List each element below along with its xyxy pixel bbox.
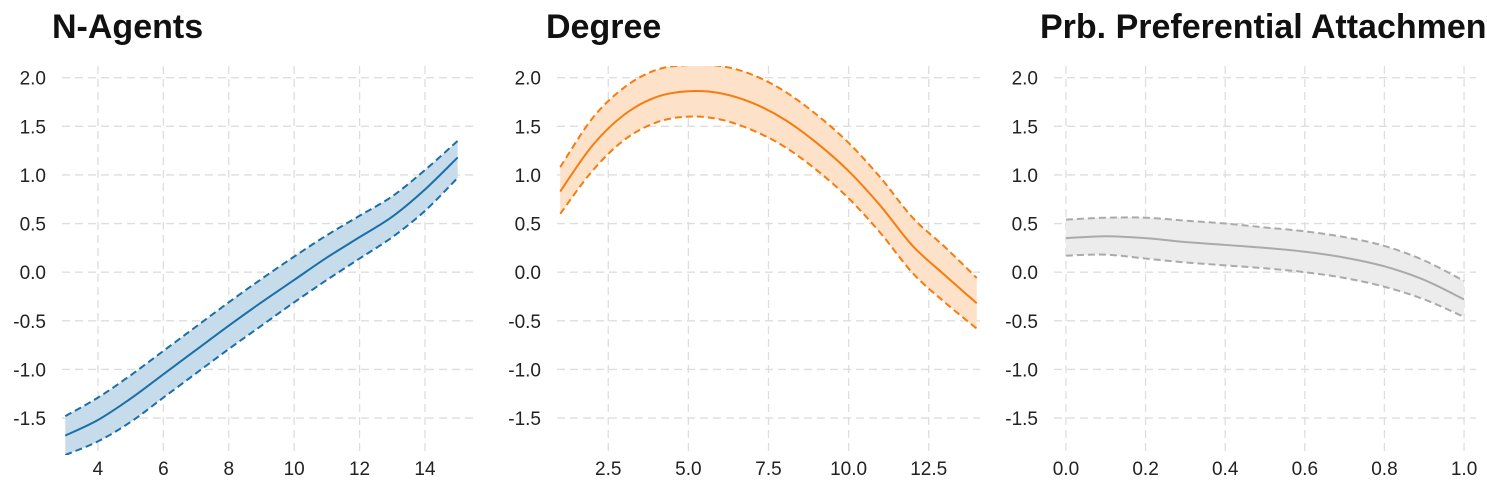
- lower-bound-line: [1065, 253, 1465, 318]
- y-tick-label: -0.5: [1005, 312, 1038, 333]
- x-tick-label: 14: [414, 459, 436, 480]
- y-tick-label: -1.0: [13, 360, 46, 381]
- mean-line: [1065, 235, 1465, 301]
- mean-line: [64, 156, 459, 437]
- panel-2: Degree 2.0 1.5 1.0 0.5 0.0 -0.5 -1.0 -1.5 2.5 5.0 7…: [508, 8, 980, 480]
- confidence-band: [1065, 217, 1465, 317]
- y-tick-label: -0.5: [508, 312, 541, 333]
- lower-bound-line: [559, 115, 978, 330]
- y-tick-label: -1.5: [508, 409, 541, 430]
- x-tick-label: 2.5: [595, 459, 621, 480]
- x-tick-label: 10: [284, 459, 305, 480]
- plot-area: [1065, 216, 1465, 318]
- x-tick-label: 4: [93, 459, 104, 480]
- y-tick-label: 1.5: [1012, 117, 1038, 138]
- upper-bound-line: [1065, 216, 1465, 282]
- y-tick-label: -1.0: [508, 360, 541, 381]
- y-tick-label: 1.5: [515, 117, 541, 138]
- y-tick-label: 2.0: [1012, 69, 1038, 90]
- y-tick-label: 1.0: [20, 166, 46, 187]
- x-tick-label: 0.6: [1292, 459, 1318, 480]
- y-tick-label: -1.5: [13, 409, 46, 430]
- y-tick-label: 2.0: [20, 69, 46, 90]
- x-tick-label: 0.0: [1053, 459, 1079, 480]
- x-tick-label: 10.0: [830, 459, 867, 480]
- x-tick-label: 0.2: [1132, 459, 1158, 480]
- x-tick-label: 12.5: [910, 459, 947, 480]
- y-tick-label: 1.0: [515, 166, 541, 187]
- y-tick-label: 0.5: [1012, 215, 1038, 236]
- y-tick-label: 2.0: [515, 69, 541, 90]
- plot-area: [64, 140, 459, 455]
- panel-3: Prb. Preferential Attachment 2.0 1.5 1.0 0.5…: [1005, 8, 1487, 480]
- x-tick-label: 12: [349, 459, 370, 480]
- plot-area: [559, 66, 978, 330]
- y-tick-label: 1.5: [20, 117, 46, 138]
- y-tick-label: -0.5: [13, 312, 46, 333]
- confidence-band: [560, 66, 977, 329]
- x-tick-label: 5.0: [675, 459, 701, 480]
- panel-1: N-Agents 2.0 1.5 1.0 0.5 0.0 -0.5 -1.0 -1.5 4 6 8 10…: [13, 8, 474, 480]
- mean-line: [559, 90, 978, 305]
- x-tick-label: 0.8: [1371, 459, 1397, 480]
- panel-title: Prb. Preferential Attachment: [1040, 8, 1487, 46]
- y-tick-label: 0.0: [20, 263, 46, 284]
- y-tick-label: 1.0: [1012, 166, 1038, 187]
- x-tick-label: 1.0: [1451, 459, 1477, 480]
- y-tick-label: -1.5: [1005, 409, 1038, 430]
- x-tick-label: 8: [223, 459, 234, 480]
- x-tick-label: 0.4: [1212, 459, 1239, 480]
- lower-bound-line: [64, 177, 459, 455]
- y-tick-label: 0.0: [515, 263, 541, 284]
- upper-bound-line: [64, 140, 459, 417]
- y-tick-label: 0.5: [20, 215, 46, 236]
- x-tick-label: 7.5: [755, 459, 781, 480]
- y-tick-label: 0.0: [1012, 263, 1038, 284]
- panel-title: N-Agents: [52, 8, 203, 46]
- confidence-band: [65, 140, 458, 455]
- upper-bound-line: [559, 66, 978, 279]
- y-tick-label: -1.0: [1005, 360, 1038, 381]
- x-tick-label: 6: [158, 459, 169, 480]
- panel-title: Degree: [546, 8, 661, 46]
- y-tick-label: 0.5: [515, 215, 541, 236]
